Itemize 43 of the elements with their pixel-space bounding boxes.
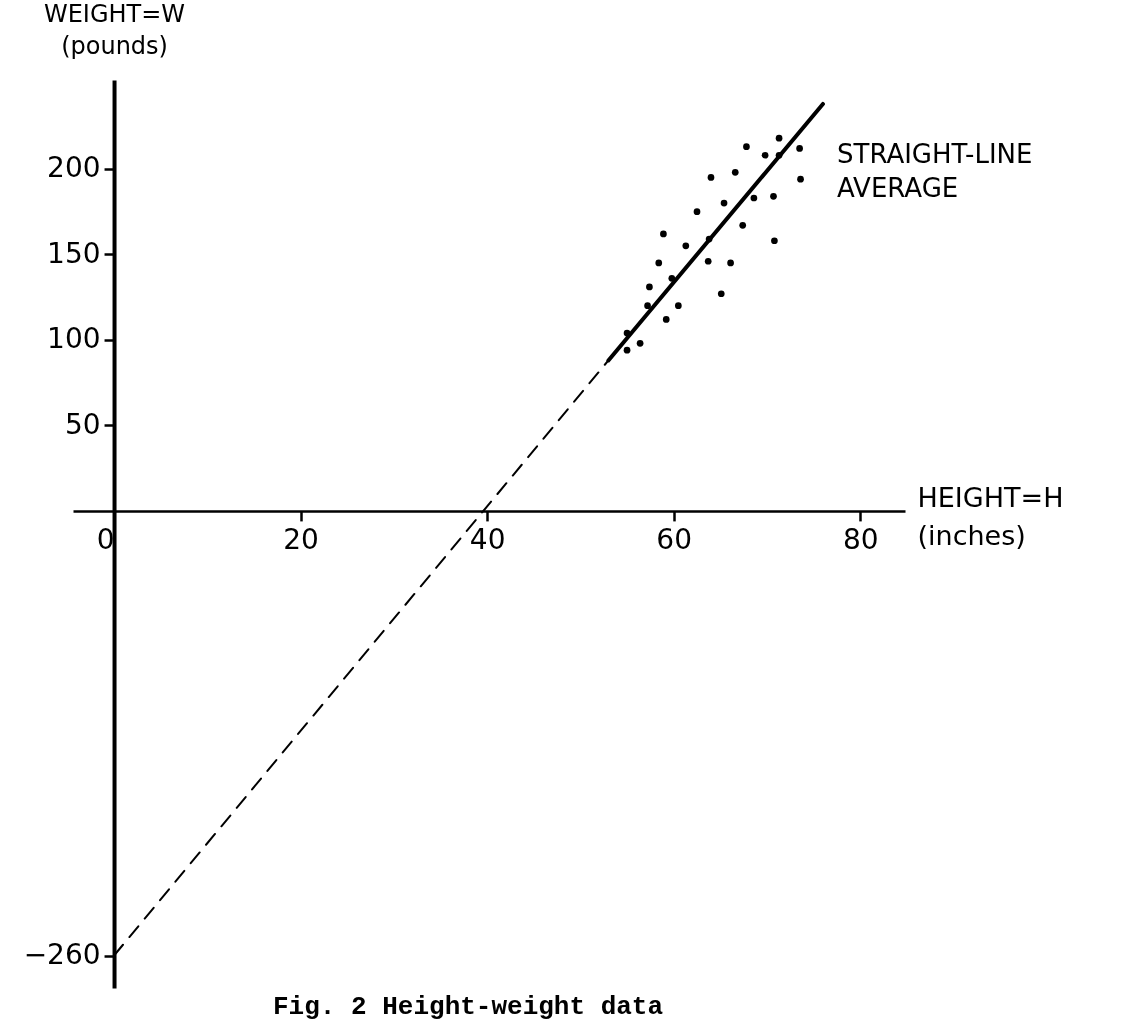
point <box>775 151 783 159</box>
y-tick-label: −260 <box>23 938 101 972</box>
point <box>623 346 631 354</box>
point <box>644 302 651 310</box>
point <box>707 174 715 181</box>
point <box>739 222 747 229</box>
point <box>731 168 739 176</box>
point <box>660 230 667 238</box>
point <box>668 275 676 282</box>
point <box>727 259 734 267</box>
point <box>646 283 653 291</box>
caption: Fig. 2 Height-weight data <box>273 992 664 1022</box>
x-tick-label: 0 <box>96 523 115 557</box>
point <box>717 290 725 298</box>
point <box>623 329 631 337</box>
point <box>674 302 682 310</box>
x-tick-label: 60 <box>656 523 692 557</box>
point <box>720 199 728 207</box>
y-tick-label: 150 <box>47 236 101 270</box>
point <box>743 143 750 151</box>
point <box>797 175 804 183</box>
point <box>775 134 783 142</box>
x-tick-label: 80 <box>842 523 879 557</box>
y-axis-title: WEIGHT=W (pounds) <box>43 0 186 60</box>
point <box>796 145 803 152</box>
point <box>636 339 644 347</box>
point <box>750 194 758 202</box>
x-tick-label: 40 <box>469 523 506 557</box>
point <box>771 237 778 245</box>
point <box>682 242 690 250</box>
point <box>705 235 713 243</box>
point <box>704 257 712 265</box>
point <box>655 259 663 267</box>
y-tick-label: 200 <box>47 151 101 185</box>
y-tick-label: 100 <box>47 322 101 356</box>
x-axis-title: HEIGHT=H (inches) <box>917 482 1064 552</box>
y-tick-label: 50 <box>64 407 101 441</box>
point <box>761 151 769 159</box>
point <box>662 316 670 323</box>
x-tick-label: 20 <box>283 523 319 557</box>
point <box>693 208 701 216</box>
point <box>770 192 777 200</box>
annotation: STRAIGHT-LINE AVERAGE <box>837 139 1033 203</box>
